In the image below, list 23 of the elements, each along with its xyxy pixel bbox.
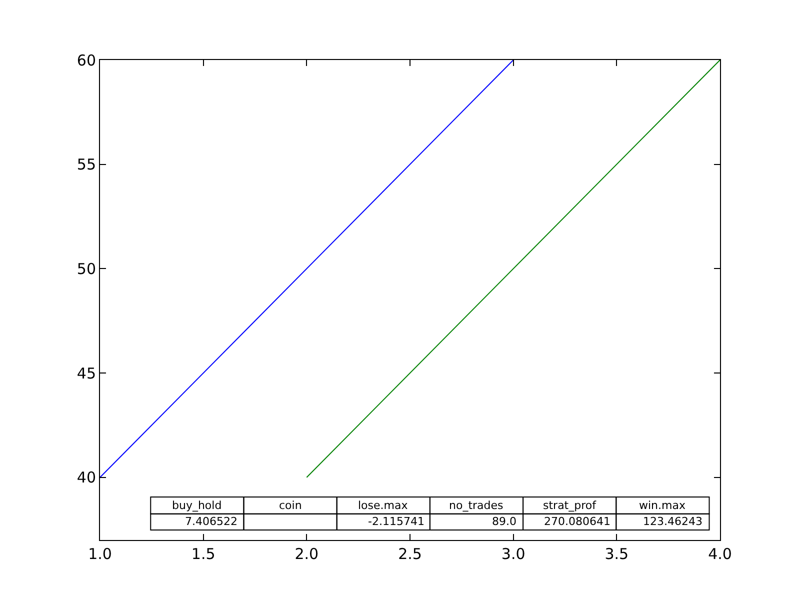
x-tick-label: 4.0	[708, 545, 732, 563]
y-tick-label: 60	[76, 51, 96, 70]
annotation: 89.0	[492, 515, 516, 528]
y-tick-label: 50	[76, 260, 96, 278]
annotation: no_trades	[449, 499, 504, 512]
x-tick-label: 2.5	[398, 545, 422, 563]
annotation: 7.406522	[185, 515, 238, 528]
annotation: -2.115741	[368, 515, 424, 528]
x-tick-label: 3.0	[501, 545, 526, 563]
annotation: strat_prof	[543, 499, 598, 512]
x-tick-label: 1.5	[191, 545, 216, 563]
annotation: buy_hold	[172, 499, 222, 512]
x-tick-label: 1.0	[88, 545, 112, 563]
y-tick-label: 40	[76, 468, 96, 487]
x-tick-label: 3.5	[604, 545, 629, 563]
annotation: lose.max	[358, 499, 408, 512]
annotation: coin	[279, 499, 302, 512]
annotation: 270.080641	[544, 515, 610, 528]
x-tick-label: 2.0	[294, 545, 319, 563]
annotation: win.max	[639, 499, 686, 512]
y-tick-label: 45	[76, 364, 96, 382]
annotation: 123.46243	[643, 515, 702, 528]
y-tick-label: 55	[76, 156, 96, 174]
